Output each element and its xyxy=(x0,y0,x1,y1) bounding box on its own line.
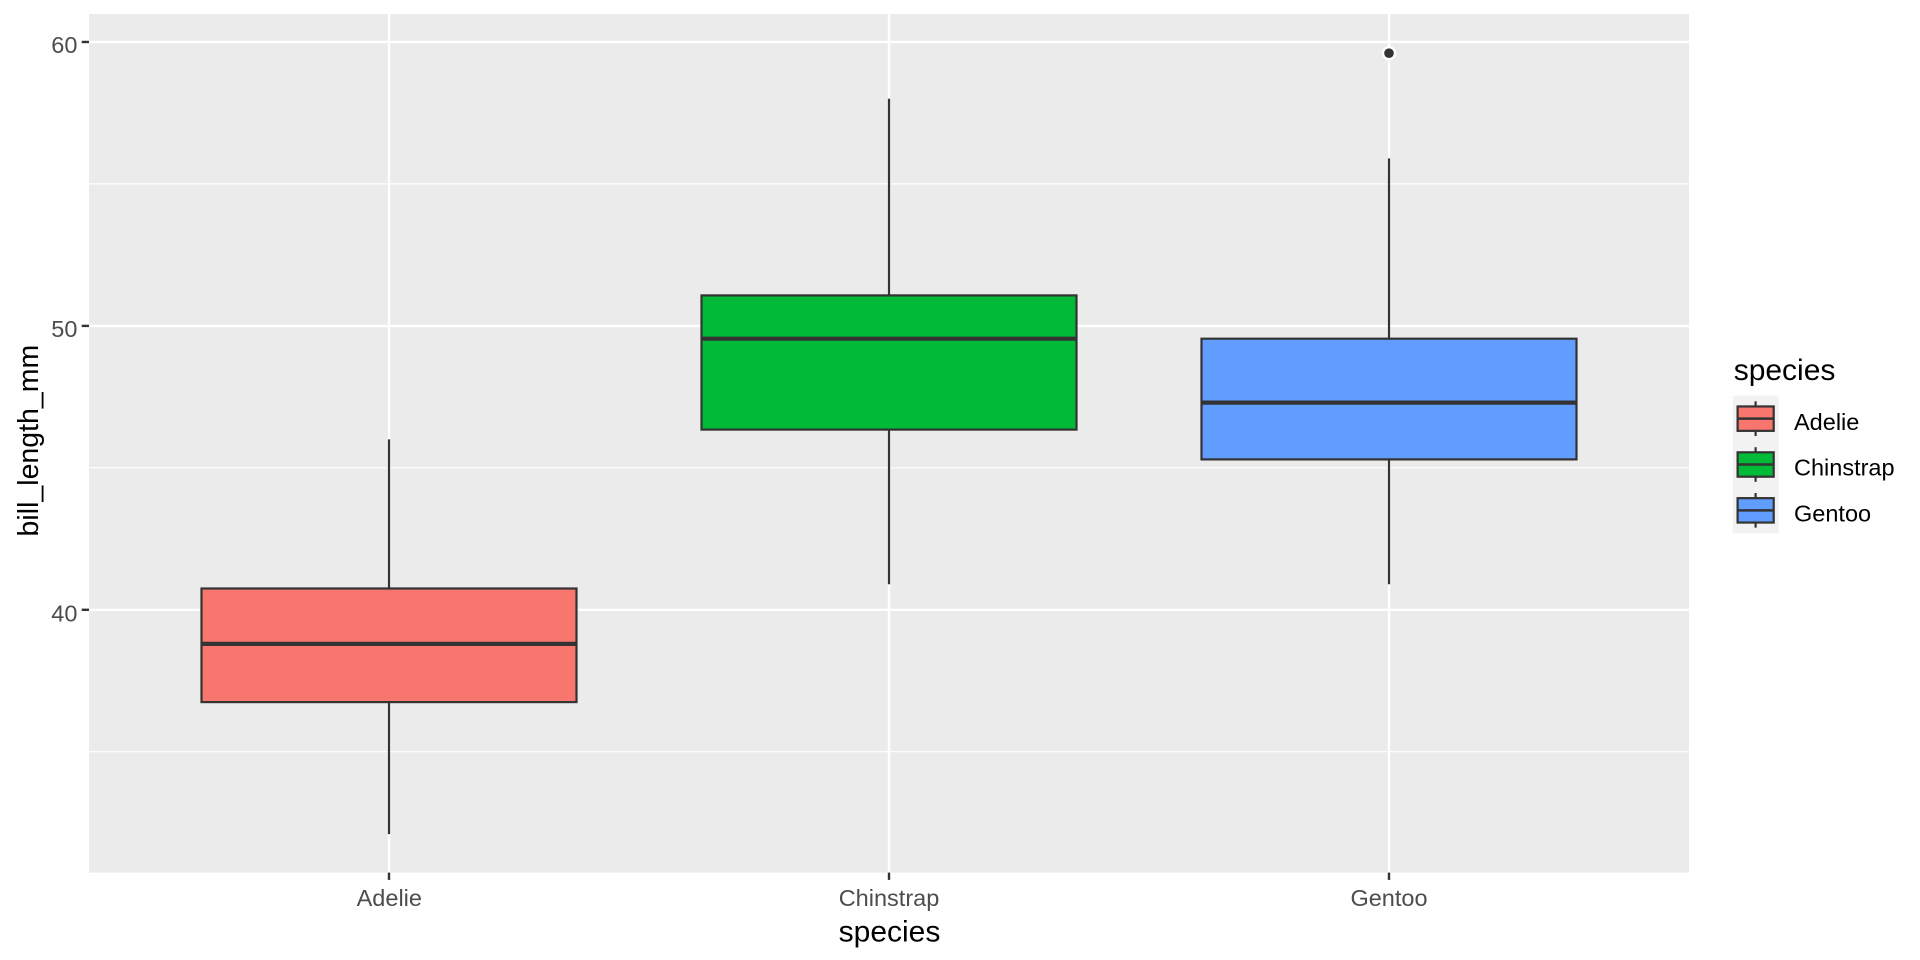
svg-text:Adelie: Adelie xyxy=(357,885,422,911)
svg-text:40: 40 xyxy=(51,600,77,626)
svg-text:Gentoo: Gentoo xyxy=(1350,885,1427,911)
svg-text:bill_length_mm: bill_length_mm xyxy=(13,345,45,537)
svg-text:Adelie: Adelie xyxy=(1794,409,1859,435)
svg-text:species: species xyxy=(839,915,941,948)
svg-text:species: species xyxy=(1734,354,1836,387)
svg-text:60: 60 xyxy=(51,32,77,58)
svg-text:50: 50 xyxy=(51,316,77,342)
svg-text:Gentoo: Gentoo xyxy=(1794,501,1871,527)
svg-text:Chinstrap: Chinstrap xyxy=(839,885,940,911)
svg-text:Chinstrap: Chinstrap xyxy=(1794,455,1895,481)
